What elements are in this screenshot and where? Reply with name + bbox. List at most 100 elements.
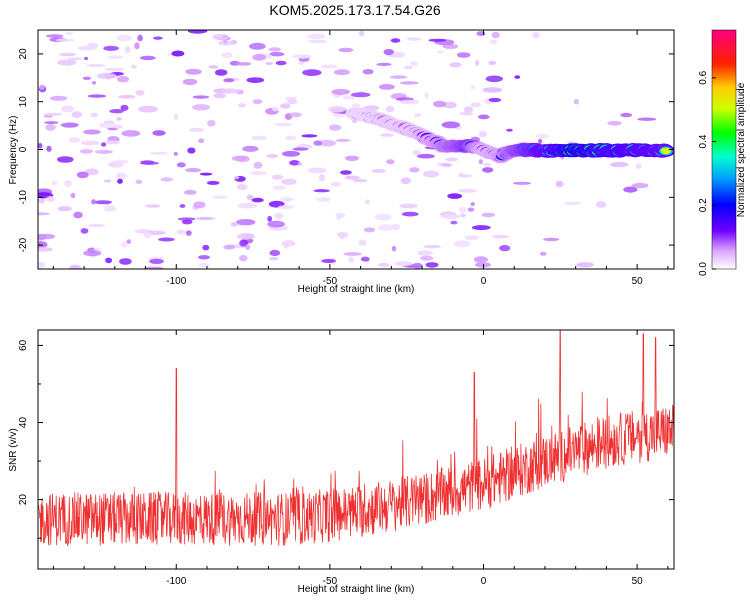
spectrogram-noise-cell — [506, 128, 513, 132]
spectrogram-noise-cell — [637, 117, 657, 121]
spectrogram-noise-cell — [239, 239, 249, 247]
colorbar-tick-label: 0.4 — [698, 134, 709, 148]
spectrogram-noise-cell — [269, 249, 281, 256]
spectrogram-noise-cell — [252, 99, 263, 104]
spectrogram-noise-cell — [71, 111, 83, 118]
spectrogram-noise-cell — [336, 231, 349, 238]
spectrogram-noise-cell — [38, 212, 50, 216]
spectrogram-noise-cell — [460, 213, 466, 218]
spectrogram-noise-cell — [267, 215, 273, 222]
spectrogram-noise-cell — [470, 102, 482, 108]
spectrogram-noise-cell — [231, 155, 247, 162]
spectrogram-noise-cell — [187, 30, 208, 34]
spectrogram-noise-cell — [91, 81, 97, 85]
spectrogram-noise-cell — [474, 262, 492, 268]
spectrogram-noise-cell — [335, 212, 346, 219]
spectrogram-noise-cell — [319, 174, 325, 181]
spectrogram-noise-cell — [80, 228, 89, 234]
spectrogram-noise-cell — [576, 262, 594, 268]
spectrogram-noise-cell — [313, 140, 323, 146]
spectrogram-noise-cell — [94, 200, 112, 205]
spectrogram-noise-cell — [188, 127, 205, 132]
spectrogram-noise-cell — [104, 67, 124, 72]
spectrogram-noise-cell — [286, 99, 298, 105]
spectrogram-noise-cell — [121, 241, 128, 248]
spectrogram-noise-cell — [268, 47, 282, 52]
spectrogram-noise-cell — [230, 222, 239, 227]
spectrogram-noise-cell — [268, 257, 279, 261]
spectrogram-noise-cell — [140, 160, 155, 165]
spectrogram-noise-cell — [543, 237, 560, 242]
spectrogram-noise-cell — [192, 95, 210, 99]
spectrogram-noise-cell — [64, 31, 74, 35]
spectrogram-noise-cell — [412, 150, 421, 156]
spectrogram-noise-cell — [118, 94, 136, 99]
spectrogram-noise-cell — [90, 112, 98, 118]
spectrogram-noise-cell — [285, 96, 297, 101]
spectrogram-x-tick-label: 0 — [481, 276, 487, 287]
spectrogram-noise-cell — [302, 69, 322, 76]
spectrogram-noise-cell — [478, 159, 483, 165]
spectrogram-noise-cell — [321, 64, 338, 69]
spectrogram-noise-cell — [343, 252, 362, 256]
spectrogram-noise-cell — [252, 53, 266, 61]
snr-y-tick-label: 40 — [18, 417, 29, 429]
spectrogram-noise-cell — [69, 264, 82, 269]
spectrogram-noise-cell — [120, 104, 129, 111]
snr-y-tick-label: 20 — [18, 494, 29, 506]
spectrogram-noise-cell — [307, 33, 326, 40]
spectrogram-noise-cell — [273, 212, 284, 219]
spectrogram-noise-cell — [390, 223, 401, 231]
spectrogram-noise-cell — [330, 181, 341, 187]
spectrogram-noise-cell — [246, 77, 265, 83]
spectrogram-noise-cell — [491, 234, 510, 239]
snr-y-label: SNR (v/v) — [8, 428, 19, 471]
spectrogram-noise-cell — [38, 247, 53, 252]
spectrogram-noise-cell — [342, 95, 355, 100]
spectrogram-noise-cell — [449, 62, 462, 68]
spectrogram-noise-cell — [265, 61, 274, 65]
spectrogram-noise-cell — [64, 180, 73, 187]
spectrogram-noise-cell — [98, 122, 117, 129]
spectrogram-noise-cell — [198, 263, 210, 267]
spectrogram-noise-cell — [485, 75, 503, 83]
spectrogram-noise-cell — [467, 207, 475, 212]
spectrogram-noise-cell — [56, 59, 77, 66]
spectrogram-ridge-cell — [660, 147, 672, 155]
spectrogram-noise-cell — [281, 178, 297, 185]
spectrogram-noise-cell — [94, 149, 113, 154]
spectrogram-noise-cell — [153, 36, 163, 40]
spectrogram-noise-cell — [195, 216, 215, 221]
spectrogram-noise-cell — [476, 31, 486, 37]
spectrogram-noise-cell — [437, 50, 444, 54]
spectrogram-noise-cell — [173, 113, 179, 120]
spectrogram-noise-cell — [281, 240, 296, 247]
spectrogram-noise-cell — [49, 95, 68, 101]
spectrogram-noise-cell — [135, 179, 143, 185]
spectrogram-noise-cell — [289, 160, 301, 166]
spectrogram-noise-cell — [307, 39, 327, 44]
spectrogram-noise-cell — [410, 60, 419, 67]
spectrogram-noise-cell — [407, 37, 422, 41]
spectrogram-y-tick-label: 10 — [18, 96, 29, 108]
spectrogram-noise-cell — [280, 197, 294, 202]
spectrogram-noise-cell — [44, 121, 59, 125]
spectrogram-noise-cell — [458, 206, 467, 214]
spectrogram-noise-cell — [385, 105, 395, 113]
spectrogram-noise-cell — [79, 149, 94, 154]
spectrogram-noise-cell — [139, 55, 156, 61]
spectrogram-noise-cell — [176, 229, 187, 235]
spectrogram-noise-cell — [394, 261, 413, 267]
spectrogram-noise-cell — [223, 78, 235, 83]
spectrogram-noise-cell — [573, 98, 580, 105]
snr-series-line — [38, 330, 674, 546]
spectrogram-noise-cell — [199, 172, 213, 176]
spectrogram-noise-cell — [109, 109, 124, 114]
spectrogram-y-tick-label: 20 — [18, 48, 29, 60]
spectrogram-noise-cell — [135, 89, 145, 96]
spectrogram-noise-cell — [352, 103, 361, 109]
spectrogram-noise-cell — [441, 213, 461, 219]
spectrogram-noise-cell — [275, 60, 287, 66]
